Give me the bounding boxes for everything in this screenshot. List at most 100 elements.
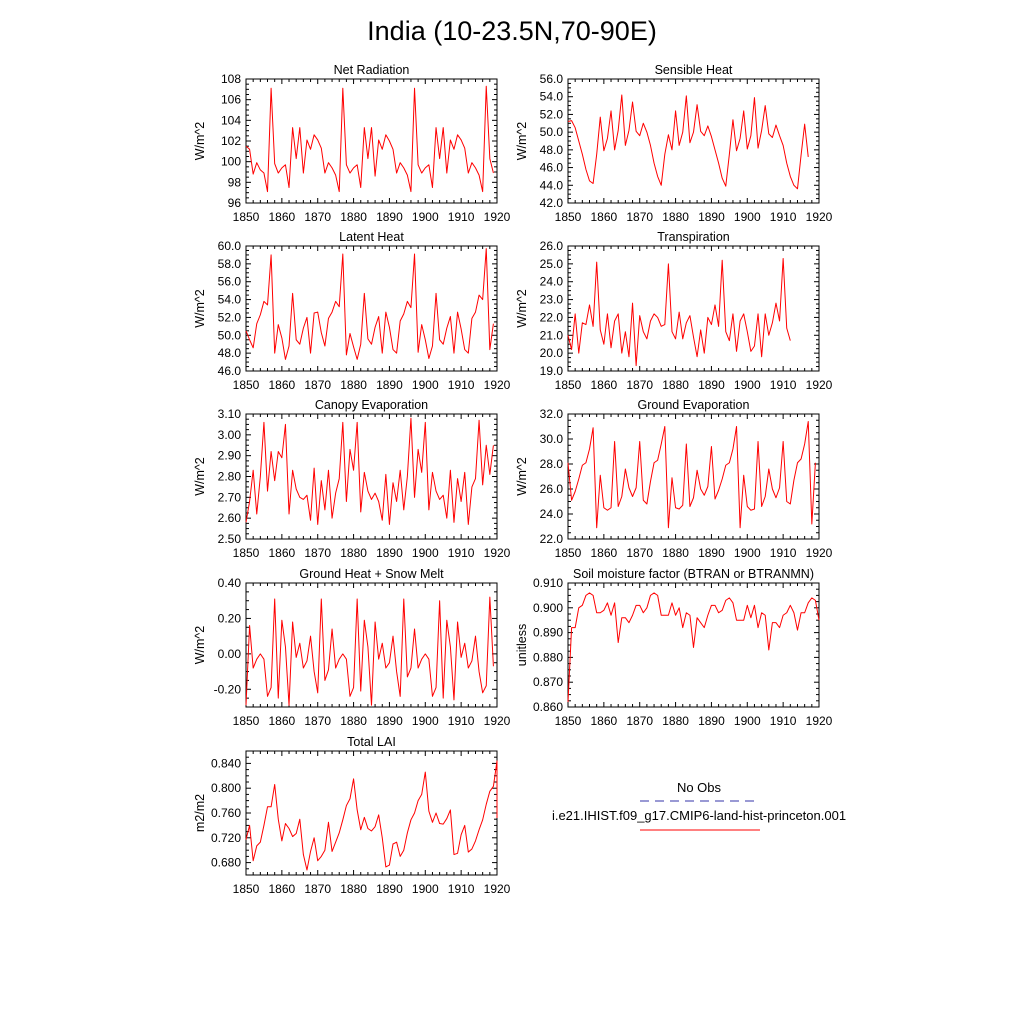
x-tick-label: 1860 bbox=[269, 210, 296, 224]
x-tick-label: 1850 bbox=[233, 210, 260, 224]
x-tick-label: 1860 bbox=[591, 546, 618, 560]
x-tick-label: 1870 bbox=[304, 882, 331, 896]
series-line-1 bbox=[245, 596, 494, 706]
panel-title: Ground Heat + Snow Melt bbox=[299, 567, 444, 581]
y-tick-label: 0.860 bbox=[533, 700, 563, 714]
series-line-1 bbox=[245, 417, 494, 525]
y-tick-label: 60.0 bbox=[218, 239, 242, 253]
x-tick-label: 1860 bbox=[591, 378, 618, 392]
panel-8: Soil moisture factor (BTRAN or BTRANMN) u… bbox=[515, 567, 833, 728]
x-tick-label: 1890 bbox=[698, 378, 725, 392]
x-tick-label: 1910 bbox=[448, 546, 475, 560]
y-tick-label: 48.0 bbox=[218, 346, 242, 360]
y-tick-label: 56.0 bbox=[540, 72, 564, 86]
y-tick-label: 0.20 bbox=[218, 611, 242, 625]
panel-4: Transpiration W/m^2 1850 1860 1870 1880 1890 19… bbox=[515, 230, 833, 392]
x-tick-label: 1910 bbox=[448, 714, 475, 728]
panel-title: Net Radiation bbox=[334, 63, 410, 77]
series-line-1 bbox=[567, 258, 791, 367]
y-tick-label: 24.0 bbox=[540, 275, 564, 289]
x-tick-label: 1890 bbox=[376, 546, 403, 560]
x-tick-label: 1900 bbox=[734, 378, 761, 392]
x-tick-label: 1870 bbox=[626, 378, 653, 392]
x-tick-label: 1900 bbox=[412, 210, 439, 224]
plot-frame bbox=[245, 750, 498, 876]
y-tick-label: 0.800 bbox=[211, 781, 241, 795]
x-tick-label: 1890 bbox=[376, 378, 403, 392]
series-line-1 bbox=[567, 421, 816, 529]
y-tick-label: 0.760 bbox=[211, 806, 241, 820]
y-tick-label: 28.0 bbox=[540, 457, 564, 471]
x-tick-label: 1870 bbox=[626, 546, 653, 560]
x-tick-label: 1880 bbox=[662, 210, 689, 224]
x-tick-label: 1890 bbox=[376, 882, 403, 896]
y-tick-label: 23.0 bbox=[540, 293, 564, 307]
y-tick-label: 50.0 bbox=[218, 328, 242, 342]
y-tick-label: -0.20 bbox=[214, 682, 242, 696]
x-tick-label: 1920 bbox=[806, 714, 833, 728]
y-tick-label: 0.680 bbox=[211, 856, 241, 870]
x-tick-label: 1870 bbox=[304, 714, 331, 728]
x-tick-label: 1920 bbox=[484, 882, 511, 896]
x-tick-label: 1850 bbox=[555, 714, 582, 728]
y-tick-label: 30.0 bbox=[540, 432, 564, 446]
x-tick-label: 1870 bbox=[304, 210, 331, 224]
y-tick-label: 0.890 bbox=[533, 626, 563, 640]
series-line-1 bbox=[245, 248, 494, 360]
y-tick-label: 46.0 bbox=[540, 161, 564, 175]
plot-frame bbox=[567, 245, 820, 372]
panels: Net Radiation W/m^2 1850 1860 1870 1880 1890 19… bbox=[193, 63, 833, 896]
panel-title: Canopy Evaporation bbox=[315, 398, 428, 412]
plot-frame bbox=[245, 245, 498, 372]
y-axis-label: W/m^2 bbox=[515, 122, 529, 161]
x-tick-label: 1910 bbox=[448, 378, 475, 392]
y-tick-label: 21.0 bbox=[540, 328, 564, 342]
x-tick-label: 1880 bbox=[340, 714, 367, 728]
x-tick-label: 1880 bbox=[340, 882, 367, 896]
y-tick-label: 52.0 bbox=[218, 310, 242, 324]
panel-1: Net Radiation W/m^2 1850 1860 1870 1880 1890 19… bbox=[193, 63, 511, 224]
y-axis-label: W/m^2 bbox=[193, 289, 207, 328]
y-tick-label: 48.0 bbox=[540, 143, 564, 157]
panel-title: Ground Evaporation bbox=[638, 398, 750, 412]
y-tick-label: 0.870 bbox=[533, 675, 563, 689]
x-tick-label: 1920 bbox=[484, 378, 511, 392]
x-tick-label: 1890 bbox=[698, 210, 725, 224]
panel-9: Total LAI m2/m2 1850 1860 1870 1880 1890 1900 19… bbox=[193, 735, 511, 896]
x-tick-label: 1900 bbox=[412, 882, 439, 896]
panel-title: Soil moisture factor (BTRAN or BTRANMN) bbox=[573, 567, 814, 581]
y-tick-label: 54.0 bbox=[218, 293, 242, 307]
y-axis-label: m2/m2 bbox=[193, 794, 207, 832]
x-tick-label: 1910 bbox=[448, 882, 475, 896]
x-tick-label: 1920 bbox=[806, 378, 833, 392]
x-tick-label: 1870 bbox=[304, 546, 331, 560]
series-line-1 bbox=[567, 94, 809, 190]
y-tick-label: 52.0 bbox=[540, 107, 564, 121]
y-axis-label: W/m^2 bbox=[515, 289, 529, 328]
x-tick-label: 1860 bbox=[269, 378, 296, 392]
y-axis-label: W/m^2 bbox=[515, 457, 529, 496]
x-tick-label: 1870 bbox=[626, 210, 653, 224]
y-tick-label: 42.0 bbox=[540, 196, 564, 210]
panel-2: Sensible Heat W/m^2 1850 1860 1870 1880 1890 19… bbox=[515, 63, 833, 224]
plot-frame bbox=[245, 413, 498, 540]
x-tick-label: 1860 bbox=[269, 546, 296, 560]
y-tick-label: 56.0 bbox=[218, 275, 242, 289]
x-tick-label: 1900 bbox=[412, 714, 439, 728]
panel-5: Canopy Evaporation W/m^2 1850 1860 1870 1880 1… bbox=[193, 398, 511, 560]
y-tick-label: 20.0 bbox=[540, 346, 564, 360]
x-tick-label: 1920 bbox=[806, 210, 833, 224]
y-tick-label: 24.0 bbox=[540, 507, 564, 521]
y-tick-label: 3.00 bbox=[218, 428, 242, 442]
x-tick-label: 1850 bbox=[555, 210, 582, 224]
series-line-1 bbox=[245, 85, 494, 193]
x-tick-label: 1870 bbox=[304, 378, 331, 392]
x-tick-label: 1850 bbox=[233, 546, 260, 560]
x-tick-label: 1880 bbox=[340, 546, 367, 560]
x-tick-label: 1890 bbox=[698, 546, 725, 560]
plot-frame bbox=[567, 413, 820, 540]
y-tick-label: 26.0 bbox=[540, 239, 564, 253]
x-tick-label: 1860 bbox=[591, 714, 618, 728]
y-axis-label: unitless bbox=[515, 624, 529, 666]
panel-title: Sensible Heat bbox=[655, 63, 733, 77]
